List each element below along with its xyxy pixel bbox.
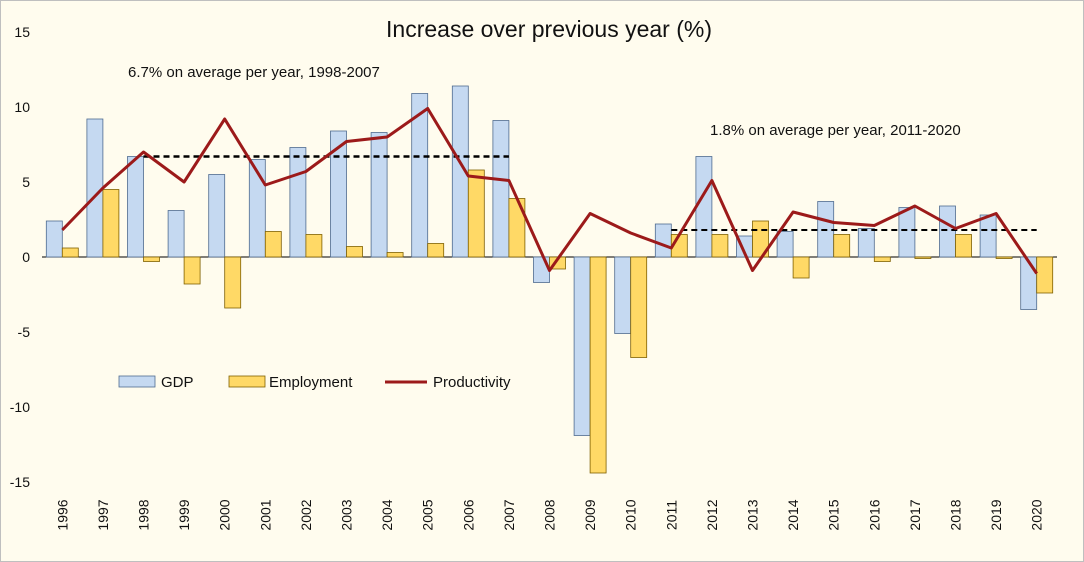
- gdp-bar-1997: [86, 118, 104, 258]
- x-tick-label-1998: 1998: [136, 499, 152, 530]
- gdp-bar-2008: [533, 256, 550, 283]
- y-tick-label: -5: [18, 324, 31, 340]
- y-tick-label: -10: [10, 399, 30, 415]
- employment-bar-2018: [955, 234, 972, 258]
- gdp-bar-1999: [167, 210, 185, 258]
- x-tick-label-1997: 1997: [95, 499, 111, 530]
- x-tick-label-1996: 1996: [54, 499, 70, 530]
- x-tick-label-2000: 2000: [217, 499, 233, 530]
- gdp-bar-2003: [330, 130, 347, 258]
- x-tick-label-2008: 2008: [542, 499, 558, 530]
- employment-bar-2010: [630, 256, 648, 358]
- x-tick-label-2017: 2017: [907, 499, 923, 530]
- gdp-bar-2019: [979, 214, 997, 258]
- gdp-bar-2007: [492, 120, 510, 258]
- employment-bar-1997: [102, 189, 120, 258]
- x-tick-label-2003: 2003: [339, 499, 355, 530]
- x-tick-label-2020: 2020: [1029, 499, 1045, 530]
- employment-bar-1999: [183, 256, 201, 285]
- employment-bar-2016: [873, 256, 891, 262]
- y-tick-label: 0: [22, 249, 30, 265]
- gdp-bar-2011: [654, 223, 672, 258]
- x-tick-label-2006: 2006: [460, 499, 476, 530]
- x-tick-label-2009: 2009: [582, 499, 598, 530]
- y-tick-label: 15: [14, 24, 30, 40]
- legend-label-productivity: Productivity: [433, 374, 511, 391]
- legend: GDP Employment Productivity: [118, 374, 511, 391]
- employment-bar-2004: [386, 252, 404, 258]
- employment-bar-2020: [1036, 256, 1054, 294]
- employment-bar-2005: [427, 243, 445, 258]
- gdp-bar-2000: [208, 174, 226, 258]
- y-tick-label: -15: [10, 474, 30, 490]
- gdp-bar-1996: [45, 220, 63, 258]
- employment-bar-2017: [914, 256, 932, 259]
- gdp-bar-2009: [573, 256, 591, 436]
- legend-label-employment: Employment: [269, 374, 353, 391]
- x-tick-label-2015: 2015: [826, 499, 842, 530]
- y-axis-ticks: -15 -10 -5 0 5 10 15: [10, 24, 30, 490]
- employment-bar-2015: [833, 234, 851, 258]
- y-tick-label: 10: [14, 99, 30, 115]
- gdp-bars: [45, 85, 1038, 436]
- x-tick-label-2007: 2007: [501, 499, 517, 530]
- gdp-bar-2017: [898, 207, 916, 258]
- gdp-bar-2014: [776, 231, 794, 258]
- legend-swatch-employment: [228, 375, 266, 388]
- gdp-bar-2016: [857, 228, 875, 258]
- x-tick-label-2010: 2010: [623, 499, 639, 530]
- legend-swatch-gdp: [118, 375, 156, 388]
- legend-label-gdp: GDP: [161, 374, 194, 391]
- x-tick-label-2019: 2019: [988, 499, 1004, 530]
- x-tick-label-2005: 2005: [420, 499, 436, 530]
- x-tick-label-2011: 2011: [663, 500, 679, 530]
- x-tick-label-2001: 2001: [257, 499, 273, 530]
- productivity-line: [61, 107, 1038, 275]
- gdp-bar-2001: [248, 159, 266, 258]
- employment-bar-2002: [305, 234, 323, 258]
- gdp-bar-1998: [127, 156, 144, 258]
- y-tick-label: 5: [22, 174, 30, 190]
- x-tick-label-2002: 2002: [298, 499, 314, 530]
- gdp-bar-2020: [1020, 256, 1038, 310]
- annotation-late-average: 1.8% on average per year, 2011-2020: [710, 122, 961, 139]
- x-tick-label-2013: 2013: [745, 499, 761, 530]
- x-tick-label-2016: 2016: [866, 499, 882, 530]
- x-tick-label-1999: 1999: [176, 499, 192, 530]
- gdp-bar-2018: [939, 205, 956, 258]
- x-tick-label-2014: 2014: [785, 499, 801, 530]
- employment-bar-2003: [346, 246, 363, 258]
- gdp-bar-2010: [614, 256, 632, 334]
- x-tick-label-2012: 2012: [704, 499, 720, 530]
- gdp-bar-2002: [289, 147, 307, 258]
- employment-bar-2006: [467, 169, 485, 258]
- x-tick-label-2018: 2018: [948, 499, 964, 530]
- employment-bar-2012: [711, 234, 729, 258]
- chart-title: Increase over previous year (%): [386, 16, 712, 42]
- x-axis-ticks: 1996 1997 1998 1999 2000 2001 2002 2003 2004 2005…: [54, 499, 1044, 530]
- gdp-bar-2005: [411, 93, 429, 258]
- employment-bar-2000: [224, 256, 242, 309]
- employment-bar-1996: [61, 247, 79, 258]
- employment-bar-2019: [995, 256, 1013, 259]
- employment-bar-2014: [792, 256, 810, 279]
- gdp-bar-2004: [370, 132, 388, 258]
- annotation-early-average: 6.7% on average per year, 1998-2007: [128, 64, 380, 81]
- employment-bar-2009: [589, 256, 607, 474]
- employment-bar-2001: [264, 231, 282, 258]
- employment-bar-1998: [143, 256, 160, 262]
- gdp-bar-2012: [695, 156, 713, 258]
- x-tick-label-2004: 2004: [379, 499, 395, 530]
